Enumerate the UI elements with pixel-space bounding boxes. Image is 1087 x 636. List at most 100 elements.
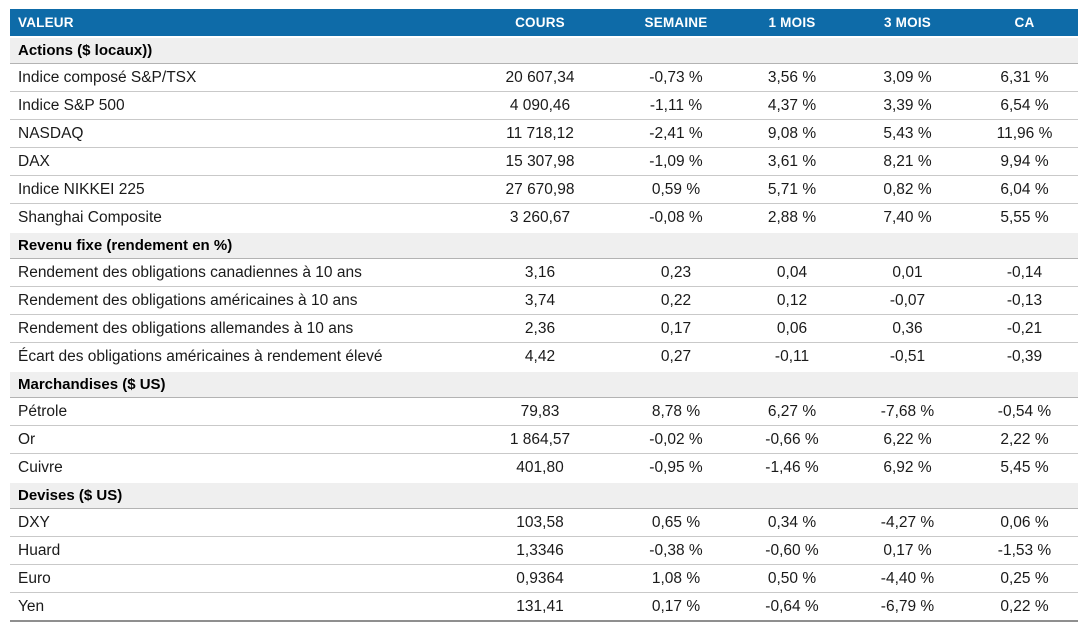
value-cell: 0,34 % bbox=[740, 508, 844, 537]
value-cell: 0,82 % bbox=[844, 175, 971, 204]
section-row: Revenu fixe (rendement en %) bbox=[10, 231, 1078, 259]
row-label: Indice composé S&P/TSX bbox=[10, 63, 468, 92]
section-row: Devises ($ US) bbox=[10, 481, 1078, 509]
value-cell: 0,17 % bbox=[612, 592, 740, 622]
value-cell: 4 090,46 bbox=[468, 91, 612, 120]
value-cell: 4,37 % bbox=[740, 91, 844, 120]
value-cell: 3,61 % bbox=[740, 147, 844, 176]
section-title: Revenu fixe (rendement en %) bbox=[10, 231, 1078, 259]
column-header-cours: COURS bbox=[468, 9, 612, 37]
value-cell: 6,27 % bbox=[740, 397, 844, 426]
value-cell: 8,78 % bbox=[612, 397, 740, 426]
table-row: Shanghai Composite 3 260,67 -0,08 % 2,88… bbox=[10, 203, 1078, 233]
section-title: Devises ($ US) bbox=[10, 481, 1078, 509]
value-cell: 0,17 bbox=[612, 314, 740, 343]
section-row: Actions ($ locaux)) bbox=[10, 36, 1078, 64]
column-header-1mois: 1 MOIS bbox=[740, 9, 844, 37]
value-cell: 11 718,12 bbox=[468, 119, 612, 148]
value-cell: 2,36 bbox=[468, 314, 612, 343]
value-cell: 3,56 % bbox=[740, 63, 844, 92]
value-cell: 9,08 % bbox=[740, 119, 844, 148]
value-cell: 11,96 % bbox=[971, 119, 1078, 148]
value-cell: 0,36 bbox=[844, 314, 971, 343]
value-cell: 0,22 bbox=[612, 286, 740, 315]
row-label: Indice NIKKEI 225 bbox=[10, 175, 468, 204]
value-cell: -0,02 % bbox=[612, 425, 740, 454]
value-cell: 3,74 bbox=[468, 286, 612, 315]
value-cell: 0,65 % bbox=[612, 508, 740, 537]
value-cell: 1 864,57 bbox=[468, 425, 612, 454]
table-row: DAX 15 307,98 -1,09 % 3,61 % 8,21 % 9,94… bbox=[10, 147, 1078, 176]
value-cell: -0,07 bbox=[844, 286, 971, 315]
value-cell: 0,50 % bbox=[740, 564, 844, 593]
value-cell: -0,38 % bbox=[612, 536, 740, 565]
row-label: Écart des obligations américaines à rend… bbox=[10, 342, 468, 372]
value-cell: 0,22 % bbox=[971, 592, 1078, 622]
value-cell: 0,17 % bbox=[844, 536, 971, 565]
value-cell: 0,06 bbox=[740, 314, 844, 343]
table-row: Pétrole 79,83 8,78 % 6,27 % -7,68 % -0,5… bbox=[10, 397, 1078, 426]
row-label: Indice S&P 500 bbox=[10, 91, 468, 120]
value-cell: -0,73 % bbox=[612, 63, 740, 92]
value-cell: 4,42 bbox=[468, 342, 612, 372]
value-cell: 401,80 bbox=[468, 453, 612, 483]
section-title: Actions ($ locaux)) bbox=[10, 36, 1078, 64]
value-cell: 6,31 % bbox=[971, 63, 1078, 92]
value-cell: 5,71 % bbox=[740, 175, 844, 204]
table-header-row: VALEUR COURS SEMAINE 1 MOIS 3 MOIS CA bbox=[10, 9, 1078, 37]
value-cell: -1,46 % bbox=[740, 453, 844, 483]
row-label: DXY bbox=[10, 508, 468, 537]
table-row: Indice S&P 500 4 090,46 -1,11 % 4,37 % 3… bbox=[10, 91, 1078, 120]
value-cell: 5,43 % bbox=[844, 119, 971, 148]
table-row: Or 1 864,57 -0,02 % -0,66 % 6,22 % 2,22 … bbox=[10, 425, 1078, 454]
table-body: Actions ($ locaux)) Indice composé S&P/T… bbox=[10, 36, 1078, 622]
value-cell: -0,39 bbox=[971, 342, 1078, 372]
value-cell: 5,45 % bbox=[971, 453, 1078, 483]
value-cell: 0,23 bbox=[612, 258, 740, 287]
table-row: Rendement des obligations américaines à … bbox=[10, 286, 1078, 315]
row-label: Rendement des obligations américaines à … bbox=[10, 286, 468, 315]
row-label: Huard bbox=[10, 536, 468, 565]
value-cell: 27 670,98 bbox=[468, 175, 612, 204]
value-cell: 0,27 bbox=[612, 342, 740, 372]
value-cell: 5,55 % bbox=[971, 203, 1078, 233]
row-label: DAX bbox=[10, 147, 468, 176]
table-row: Yen 131,41 0,17 % -0,64 % -6,79 % 0,22 % bbox=[10, 592, 1078, 622]
value-cell: -0,64 % bbox=[740, 592, 844, 622]
column-header-3mois: 3 MOIS bbox=[844, 9, 971, 37]
value-cell: -7,68 % bbox=[844, 397, 971, 426]
value-cell: 6,92 % bbox=[844, 453, 971, 483]
value-cell: -1,11 % bbox=[612, 91, 740, 120]
value-cell: 0,04 bbox=[740, 258, 844, 287]
value-cell: -0,14 bbox=[971, 258, 1078, 287]
column-header-valeur: VALEUR bbox=[10, 9, 468, 37]
column-header-ca: CA bbox=[971, 9, 1078, 37]
value-cell: 2,22 % bbox=[971, 425, 1078, 454]
value-cell: -1,09 % bbox=[612, 147, 740, 176]
value-cell: 20 607,34 bbox=[468, 63, 612, 92]
value-cell: -0,54 % bbox=[971, 397, 1078, 426]
table-row: Rendement des obligations allemandes à 1… bbox=[10, 314, 1078, 343]
value-cell: 0,01 bbox=[844, 258, 971, 287]
value-cell: -2,41 % bbox=[612, 119, 740, 148]
row-label: Euro bbox=[10, 564, 468, 593]
value-cell: 0,12 bbox=[740, 286, 844, 315]
value-cell: 79,83 bbox=[468, 397, 612, 426]
value-cell: -0,08 % bbox=[612, 203, 740, 233]
table-row: Indice composé S&P/TSX 20 607,34 -0,73 %… bbox=[10, 63, 1078, 92]
table-row: Huard 1,3346 -0,38 % -0,60 % 0,17 % -1,5… bbox=[10, 536, 1078, 565]
value-cell: 131,41 bbox=[468, 592, 612, 622]
table-row: NASDAQ 11 718,12 -2,41 % 9,08 % 5,43 % 1… bbox=[10, 119, 1078, 148]
value-cell: -6,79 % bbox=[844, 592, 971, 622]
value-cell: 15 307,98 bbox=[468, 147, 612, 176]
table-row: Euro 0,9364 1,08 % 0,50 % -4,40 % 0,25 % bbox=[10, 564, 1078, 593]
value-cell: 0,59 % bbox=[612, 175, 740, 204]
value-cell: 7,40 % bbox=[844, 203, 971, 233]
row-label: Or bbox=[10, 425, 468, 454]
value-cell: -0,95 % bbox=[612, 453, 740, 483]
value-cell: 2,88 % bbox=[740, 203, 844, 233]
table-row: Écart des obligations américaines à rend… bbox=[10, 342, 1078, 372]
market-summary-panel: VALEUR COURS SEMAINE 1 MOIS 3 MOIS CA Ac… bbox=[10, 9, 1078, 622]
row-label: Rendement des obligations canadiennes à … bbox=[10, 258, 468, 287]
value-cell: -4,40 % bbox=[844, 564, 971, 593]
